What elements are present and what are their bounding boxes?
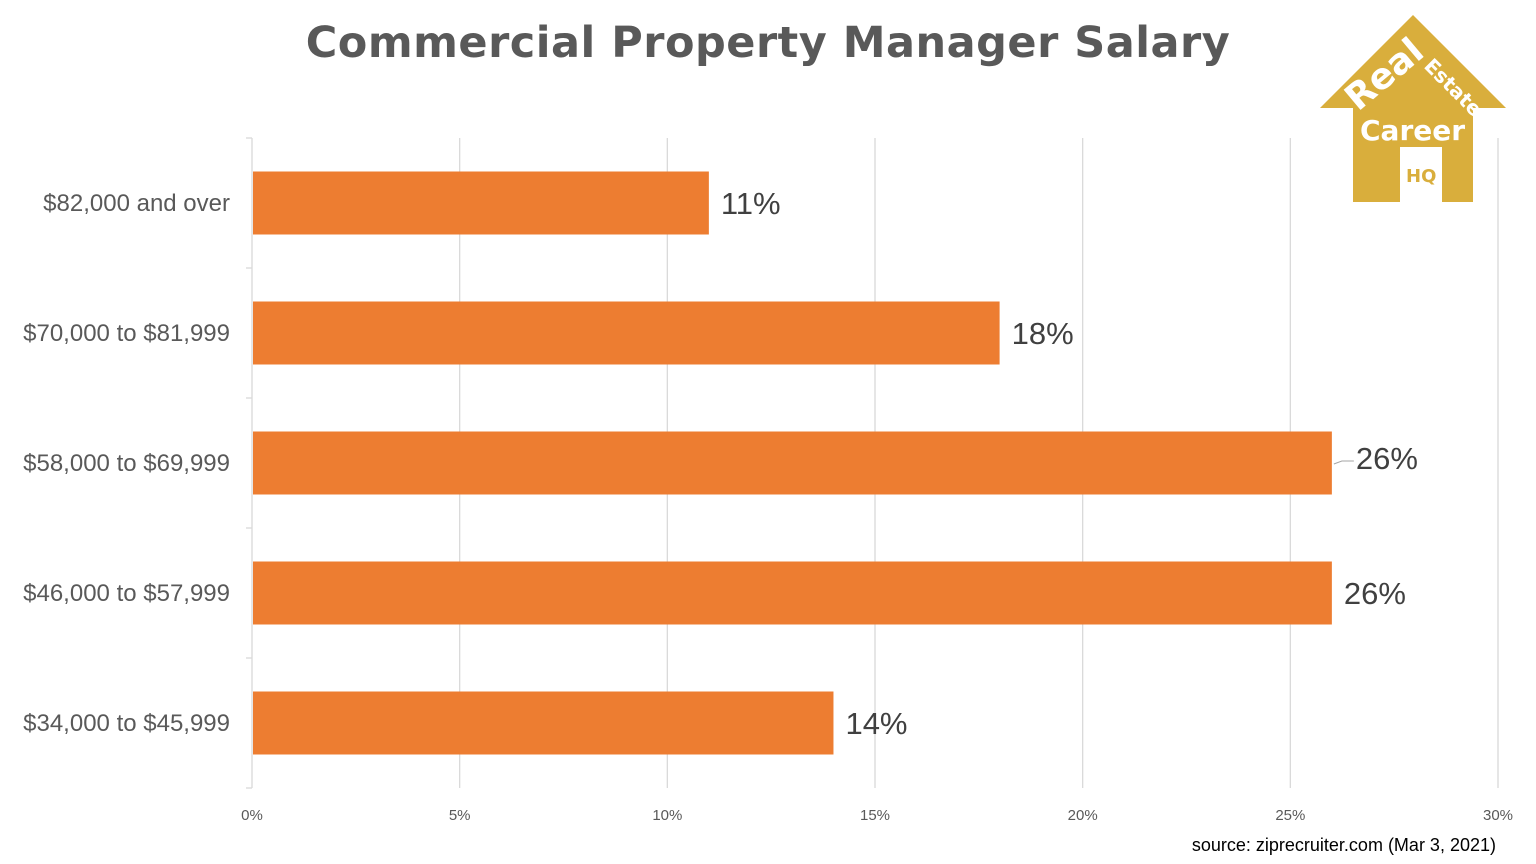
data-label: 18% [1012, 316, 1074, 351]
data-label: 14% [845, 706, 907, 741]
x-tick-label: 30% [1483, 807, 1513, 824]
category-label: $82,000 and over [43, 190, 230, 217]
bar [253, 561, 1332, 625]
x-tick-label: 5% [449, 807, 471, 824]
bar [253, 171, 709, 235]
category-label: $58,000 to $69,999 [23, 450, 230, 477]
x-tick-label: 15% [860, 807, 890, 824]
svg-text:Career: Career [1360, 114, 1465, 147]
category-label: $46,000 to $57,999 [23, 580, 230, 607]
bar [253, 301, 1000, 365]
real-estate-career-hq-logo: Real Estate Career HQ [1320, 15, 1506, 202]
bar [253, 691, 834, 755]
data-label: 26% [1344, 576, 1406, 611]
chart-title: Commercial Property Manager Salary [305, 18, 1231, 68]
leader-line [1333, 460, 1354, 465]
source-note: source: ziprecruiter.com (Mar 3, 2021) [1191, 835, 1496, 855]
data-label: 11% [721, 186, 781, 221]
x-tick-label: 25% [1275, 807, 1305, 824]
x-tick-label: 10% [652, 807, 682, 824]
x-tick-label: 20% [1068, 807, 1098, 824]
category-label: $34,000 to $45,999 [23, 710, 230, 737]
svg-text:HQ: HQ [1406, 166, 1436, 187]
data-label: 26% [1356, 441, 1418, 476]
bar [253, 431, 1332, 495]
category-label: $70,000 to $81,999 [23, 320, 230, 347]
x-tick-label: 0% [241, 807, 263, 824]
